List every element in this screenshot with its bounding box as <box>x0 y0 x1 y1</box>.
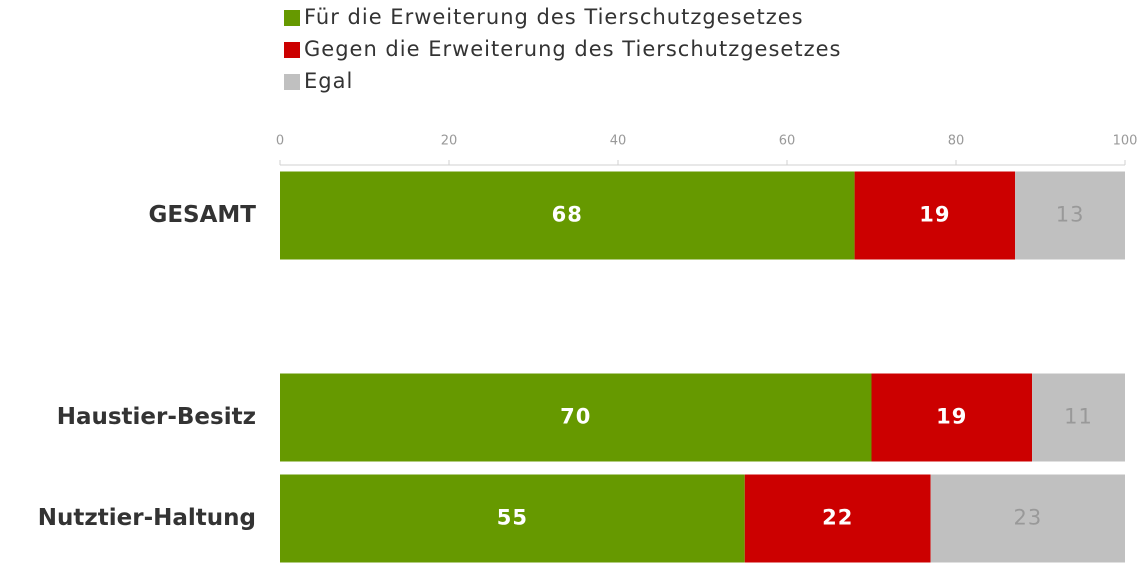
category-label: Nutztier-Haltung <box>38 505 256 531</box>
legend-label: Gegen die Erweiterung des Tierschutzgese… <box>304 37 841 61</box>
bar-segment <box>1032 373 1125 462</box>
value-label: 70 <box>560 405 591 429</box>
value-label: 13 <box>1056 203 1085 227</box>
bar-segment <box>871 373 1033 462</box>
value-label: 19 <box>936 405 967 429</box>
category-label: Haustier-Besitz <box>57 404 256 430</box>
x-tick-label: 20 <box>441 134 458 149</box>
bar-segment <box>280 474 745 563</box>
value-label: 11 <box>1064 405 1093 429</box>
x-tick-label: 0 <box>276 134 284 149</box>
bar-segment <box>930 474 1125 563</box>
x-tick-label: 60 <box>779 134 796 149</box>
bar-segment <box>854 171 1016 260</box>
legend-label: Egal <box>304 69 353 93</box>
value-label: 68 <box>552 203 583 227</box>
value-label: 19 <box>919 203 950 227</box>
legend-swatch <box>284 74 300 90</box>
value-label: 22 <box>822 506 853 530</box>
value-label: 23 <box>1013 506 1042 530</box>
bar-segment <box>280 373 872 462</box>
legend-label: Für die Erweiterung des Tierschutzgesetz… <box>304 5 804 29</box>
bar-segment <box>280 171 855 260</box>
bar-segment <box>1015 171 1125 260</box>
x-tick-label: 40 <box>610 134 627 149</box>
value-label: 55 <box>497 506 528 530</box>
legend-swatch <box>284 42 300 58</box>
legend-swatch <box>284 10 300 26</box>
x-tick-label: 100 <box>1113 134 1138 149</box>
category-label: GESAMT <box>148 202 256 228</box>
bar-segment <box>744 474 931 563</box>
x-tick-label: 80 <box>948 134 965 149</box>
